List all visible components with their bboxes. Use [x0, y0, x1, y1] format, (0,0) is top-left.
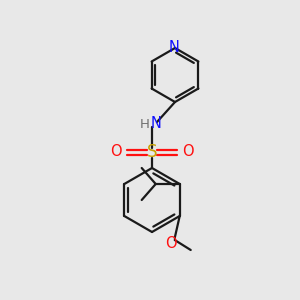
- Text: N: N: [169, 40, 179, 55]
- Text: O: O: [182, 145, 194, 160]
- Text: H: H: [140, 118, 150, 130]
- Text: O: O: [110, 145, 122, 160]
- Text: O: O: [165, 236, 176, 250]
- Text: S: S: [147, 143, 157, 161]
- Text: N: N: [151, 116, 161, 131]
